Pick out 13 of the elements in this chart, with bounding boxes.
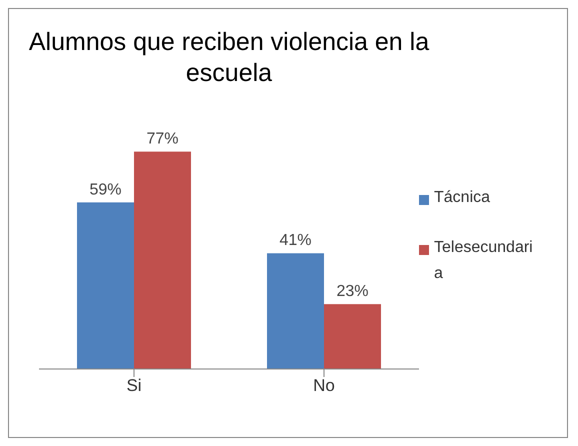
data-label: 59% — [89, 181, 122, 198]
data-label: 41% — [279, 232, 312, 250]
bar — [324, 304, 381, 369]
x-tick-label: No — [313, 376, 335, 396]
legend-label: Tácnica — [434, 188, 492, 208]
data-label: 23% — [336, 283, 369, 300]
legend-label: Telesecundaria — [434, 238, 534, 284]
bar — [267, 253, 324, 369]
chart-title: Alumnos que reciben violencia en la escuela — [28, 27, 430, 89]
bar — [134, 152, 191, 369]
bar — [77, 202, 134, 369]
data-label: 77% — [146, 130, 179, 148]
x-tick-label: Si — [126, 376, 142, 396]
